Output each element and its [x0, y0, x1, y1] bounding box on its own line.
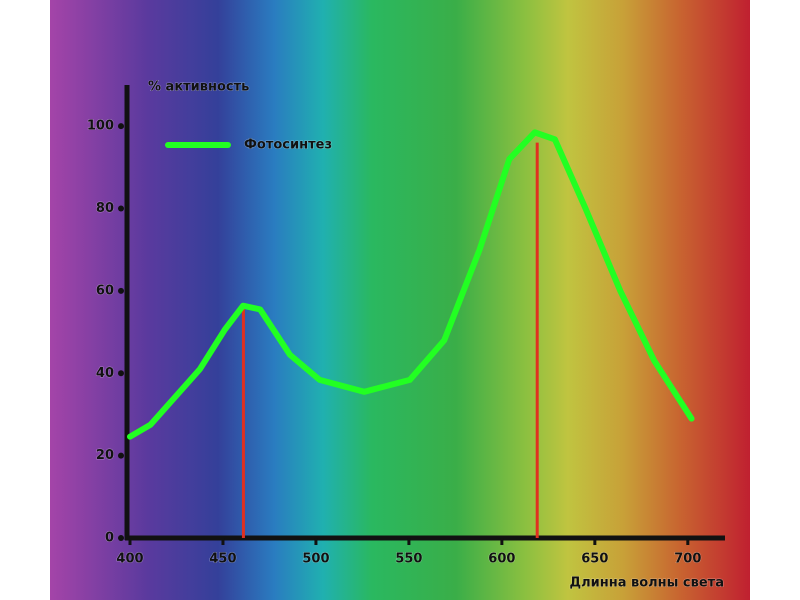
- x-tick-label: 400: [116, 552, 143, 567]
- y-tick: [118, 123, 124, 130]
- y-tick-label: 20: [96, 448, 114, 463]
- data-line: [127, 129, 695, 440]
- y-tick-label: 100: [87, 119, 114, 134]
- x-tick-label: 650: [581, 552, 608, 567]
- x-tick-label: 550: [395, 552, 422, 567]
- spectrum-background: [50, 0, 750, 600]
- x-tick-label: 700: [674, 552, 701, 567]
- y-tick: [118, 452, 124, 459]
- y-tick-label: 80: [96, 201, 114, 216]
- y-tick-label: 40: [96, 366, 114, 381]
- y-tick: [118, 535, 124, 541]
- y-tick-label: 0: [105, 531, 114, 546]
- x-tick-label: 450: [209, 552, 236, 567]
- x-tick-label: 600: [488, 552, 515, 567]
- y-tick-label: 60: [96, 283, 114, 298]
- x-axis-label: Длинна волны света: [570, 576, 724, 591]
- x-tick-label: 500: [302, 552, 329, 567]
- y-axis-label: % активность: [148, 80, 249, 95]
- y-tick: [118, 205, 124, 212]
- legend-label: Фотосинтез: [244, 138, 332, 153]
- y-tick: [118, 287, 124, 294]
- y-tick: [118, 370, 124, 377]
